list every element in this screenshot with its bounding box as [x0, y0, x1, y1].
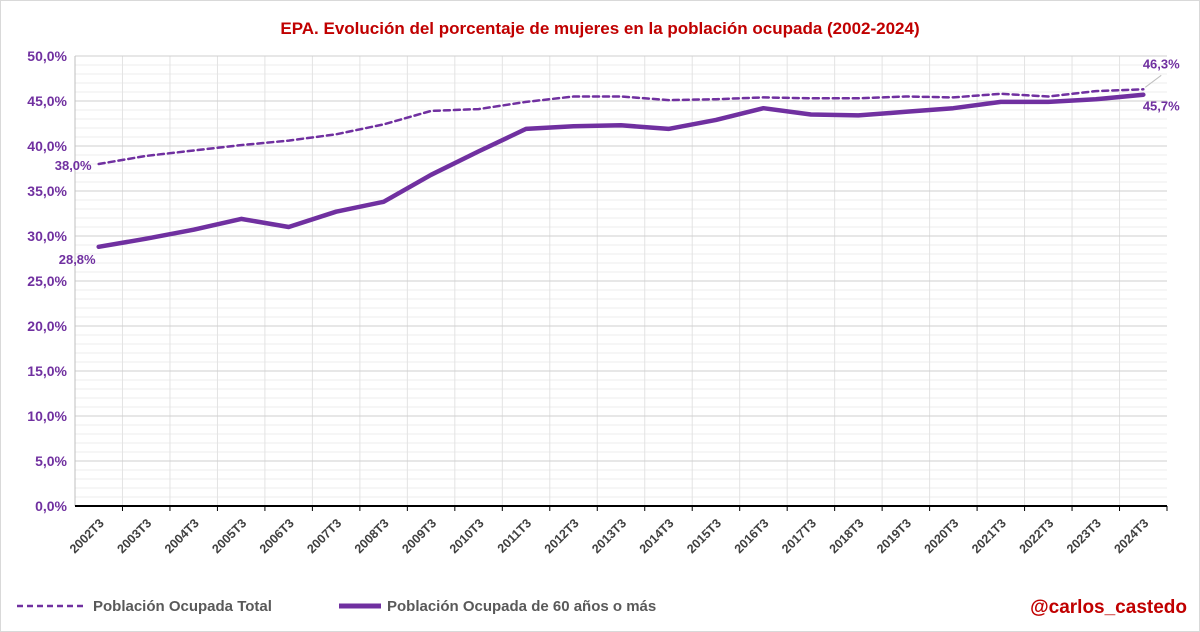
x-tick-label: 2002T3	[67, 516, 107, 556]
y-tick-label: 45,0%	[27, 93, 67, 109]
series-layer	[96, 88, 1146, 250]
x-tick-label: 2009T3	[399, 516, 439, 556]
grid-layer	[75, 55, 1167, 506]
x-tick-label: 2006T3	[257, 516, 297, 556]
data-label-leader	[1144, 74, 1162, 88]
y-tick-label: 30,0%	[27, 228, 67, 244]
x-tick-label: 2008T3	[352, 516, 392, 556]
label-layer: 38,0% 46,3% 28,8% 45,7%	[55, 56, 1180, 266]
y-tick-label: 15,0%	[27, 363, 67, 379]
y-tick-label: 5,0%	[35, 453, 67, 469]
y-tick-label: 25,0%	[27, 273, 67, 289]
y-tick-label: 35,0%	[27, 183, 67, 199]
x-tick-label: 2016T3	[732, 516, 772, 556]
x-tick-label: 2014T3	[637, 516, 677, 556]
y-tick-label: 0,0%	[35, 498, 67, 514]
y-tick-label: 40,0%	[27, 138, 67, 154]
x-tick-label: 2011T3	[495, 516, 534, 555]
x-tick-label: 2019T3	[874, 516, 914, 556]
x-tick-label: 2010T3	[447, 516, 487, 556]
x-tick-label: 2020T3	[922, 516, 962, 556]
x-tick-label: 2003T3	[114, 516, 154, 556]
legend-label-60plus: Población Ocupada de 60 años o más	[387, 598, 656, 615]
y-tick-label: 10,0%	[27, 408, 67, 424]
x-tick-label: 2023T3	[1064, 516, 1104, 556]
author-credit: @carlos_castedo	[1030, 597, 1187, 618]
x-tick-label: 2004T3	[162, 516, 202, 556]
y-tick-label: 50,0%	[27, 48, 67, 64]
data-label: 45,7%	[1143, 99, 1180, 114]
legend-label-total: Población Ocupada Total	[93, 598, 272, 615]
x-tick-label: 2022T3	[1017, 516, 1057, 556]
series-line-60plus	[96, 92, 1146, 250]
x-tick-label: 2013T3	[589, 516, 629, 556]
x-tick-label: 2005T3	[209, 516, 249, 556]
x-tick-label: 2007T3	[304, 516, 344, 556]
data-label: 28,8%	[59, 252, 96, 267]
x-tick-label: 2017T3	[779, 516, 819, 556]
legend: Población Ocupada Total Población Ocupad…	[17, 598, 656, 615]
data-label: 46,3%	[1143, 56, 1180, 71]
x-tick-label: 2012T3	[542, 516, 582, 556]
chart-title: EPA. Evolución del porcentaje de mujeres…	[280, 19, 919, 38]
x-tick-label: 2015T3	[684, 516, 724, 556]
x-tick-label: 2018T3	[827, 516, 867, 556]
series-line-total	[97, 88, 1145, 166]
y-tick-label: 20,0%	[27, 318, 67, 334]
x-tick-label: 2021T3	[969, 516, 1009, 556]
x-tick-label: 2024T3	[1111, 516, 1151, 556]
data-label: 38,0%	[55, 158, 92, 173]
